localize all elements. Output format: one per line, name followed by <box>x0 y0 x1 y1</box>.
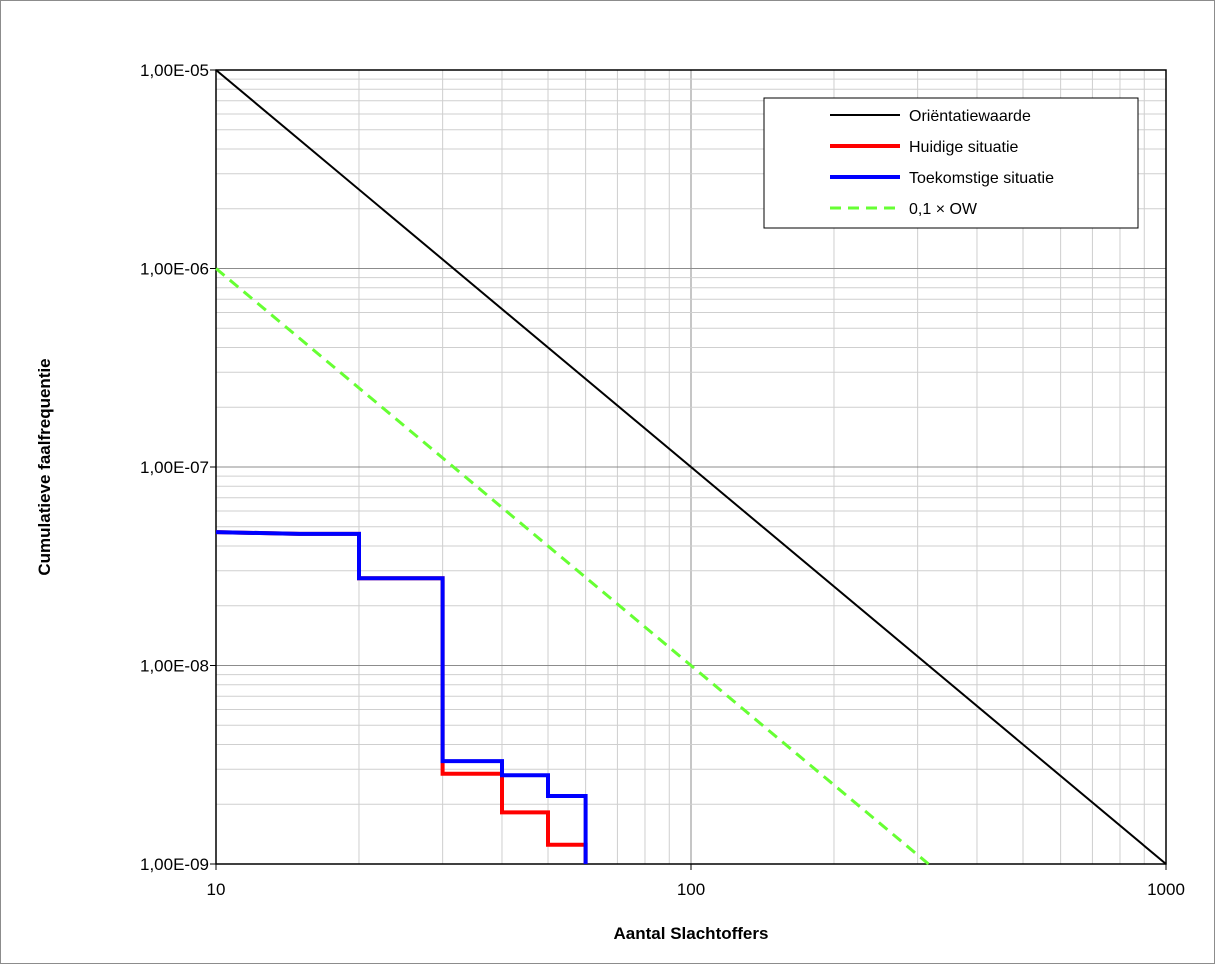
y-tick-label: 1,00E-09 <box>140 855 209 874</box>
x-tick-label: 100 <box>677 880 705 899</box>
legend-label-2: Toekomstige situatie <box>909 170 1054 187</box>
legend-label-1: Huidige situatie <box>909 139 1019 156</box>
series-lines <box>215 69 1167 866</box>
y-axis-title: Cumulatieve faalfrequentie <box>35 358 54 575</box>
x-tick-label: 1000 <box>1147 880 1185 899</box>
x-axis-title: Aantal Slachtoffers <box>614 924 769 943</box>
legend-label-0: Oriëntatiewaarde <box>909 108 1031 125</box>
series-line-3 <box>215 267 930 866</box>
y-tick-label: 1,00E-06 <box>140 260 209 279</box>
axis-ticks: 10 100 1000 1,00E-05 1,00E-06 1,00E-07 1,00E-0… <box>140 61 1185 899</box>
legend: Oriëntatiewaarde Huidige situatie Toekomst… <box>763 97 1139 229</box>
series-line-2 <box>215 530 588 864</box>
series-line-1 <box>215 530 588 864</box>
y-tick-label: 1,00E-08 <box>140 657 209 676</box>
series-line-0 <box>215 69 1167 865</box>
y-tick-label: 1,00E-07 <box>140 458 209 477</box>
legend-box <box>763 97 1139 229</box>
x-tick-label: 10 <box>207 880 226 899</box>
y-tick-label: 1,00E-05 <box>140 61 209 80</box>
legend-label-3: 0,1 × OW <box>909 201 978 218</box>
